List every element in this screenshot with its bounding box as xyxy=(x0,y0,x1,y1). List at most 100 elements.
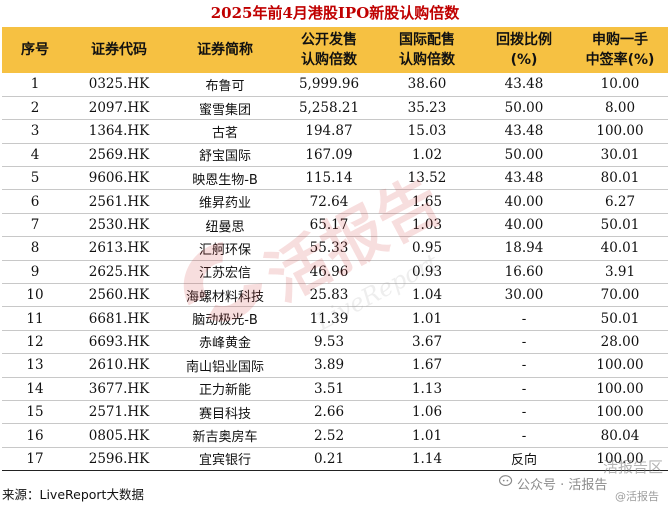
table-cell: 46.96 xyxy=(280,260,378,285)
table-cell: 40.00 xyxy=(476,189,572,214)
table-cell: 2.52 xyxy=(280,423,378,448)
table-cell: 1.67 xyxy=(378,353,476,378)
table-cell: 5 xyxy=(2,166,68,191)
table-cell: 35.23 xyxy=(378,96,476,121)
table-cell: 15 xyxy=(2,400,68,425)
table-cell: 25.83 xyxy=(280,283,378,308)
table-cell: 5,999.96 xyxy=(280,73,378,97)
table-cell: 40.01 xyxy=(572,236,668,261)
table-cell: 9 xyxy=(2,260,68,285)
table-cell: 赤峰黄金 xyxy=(170,330,280,355)
table-cell: 2569.HK xyxy=(68,143,170,168)
column-header: 证券简称 xyxy=(170,27,280,73)
column-header-line2: 中签率(%) xyxy=(585,52,655,68)
table-cell: 2561.HK xyxy=(68,189,170,214)
table-cell: 6693.HK xyxy=(68,330,170,355)
table-cell: 50.01 xyxy=(572,213,668,238)
table-cell: 1.13 xyxy=(378,377,476,401)
table-cell: 0325.HK xyxy=(68,73,170,97)
table-cell: - xyxy=(476,423,572,448)
table-cell: 0.93 xyxy=(378,260,476,285)
table-cell: 海螺材料科技 xyxy=(170,283,280,308)
table-row: 1 0325.HK 布鲁可 5,999.96 38.60 43.48 10.00 xyxy=(2,73,668,97)
table-cell: 10 xyxy=(2,283,68,308)
table-cell: 蜜雪集团 xyxy=(170,96,280,121)
table-row: 3 1364.HK 古茗 194.87 15.03 43.48 100.00 xyxy=(2,119,668,144)
table-cell: 12 xyxy=(2,330,68,355)
table-cell: 9606.HK xyxy=(68,166,170,191)
table-cell: - xyxy=(476,330,572,355)
table-cell: 70.00 xyxy=(572,283,668,308)
table-cell: 脑动极光-B xyxy=(170,306,280,331)
table-cell: 6.27 xyxy=(572,189,668,214)
table-cell: 100.00 xyxy=(572,447,668,472)
column-header: 序号 xyxy=(2,27,68,73)
table-cell: 2571.HK xyxy=(68,400,170,425)
table-cell: 2610.HK xyxy=(68,353,170,378)
table-cell: 宜宾银行 xyxy=(170,447,280,472)
table-cell: 72.64 xyxy=(280,189,378,214)
table-cell: 13.52 xyxy=(378,166,476,191)
column-header: 申购一手 中签率(%) xyxy=(572,27,668,73)
table-cell: - xyxy=(476,377,572,401)
source-note: 来源：LiveReport大数据 xyxy=(2,487,144,502)
table-cell: 4 xyxy=(2,143,68,168)
table-row: 14 3677.HK 正力新能 3.51 1.13-100.00 xyxy=(2,377,668,401)
table-row: 9 2625.HK 江苏宏信 46.96 0.93 16.60 3.91 xyxy=(2,260,668,285)
table-row: 10 2560.HK 海螺材料科技 25.83 1.04 30.00 70.00 xyxy=(2,283,668,308)
table-cell: 6681.HK xyxy=(68,306,170,331)
table-cell: 3.91 xyxy=(572,260,668,285)
table-cell: 1.65 xyxy=(378,189,476,214)
table-cell: 0.21 xyxy=(280,447,378,472)
table-cell: 1.04 xyxy=(378,283,476,308)
table-cell: 舒宝国际 xyxy=(170,143,280,168)
table-cell: 10.00 xyxy=(572,73,668,97)
table-cell: 115.14 xyxy=(280,166,378,191)
wechat-handle: @活报告 xyxy=(615,490,659,503)
table-header-row: 序号 证券代码 证券简称 公开发售 认购倍数 国际配售 认购倍数 回拨比例 (%) 申购一手 中签率… xyxy=(2,27,668,73)
column-header-line1: 国际配售 xyxy=(399,32,455,48)
table-row: 16 0805.HK 新吉奥房车 2.52 1.01-80.04 xyxy=(2,423,668,448)
column-header-line1: 证券简称 xyxy=(197,42,253,58)
ipo-table: 序号 证券代码 证券简称 公开发售 认购倍数 国际配售 认购倍数 回拨比例 (%) 申购一手 中签率… xyxy=(2,27,668,472)
table-cell: 18.94 xyxy=(476,236,572,261)
table-cell: 2530.HK xyxy=(68,213,170,238)
column-header-line2: 认购倍数 xyxy=(301,52,357,68)
table-cell: 100.00 xyxy=(572,353,668,378)
table-cell: 2560.HK xyxy=(68,283,170,308)
table-cell: 11 xyxy=(2,306,68,331)
table-cell: 50.00 xyxy=(476,143,572,168)
table-row: 17 2596.HK 宜宾银行 0.21 1.14 反向 100.00 xyxy=(2,447,668,472)
table-cell: 映恩生物-B xyxy=(170,166,280,191)
table-cell: 2 xyxy=(2,96,68,121)
table-cell: 38.60 xyxy=(378,73,476,97)
table-row: 6 2561.HK 维昇药业 72.64 1.65 40.00 6.27 xyxy=(2,189,668,214)
table-cell: 汇舸环保 xyxy=(170,236,280,261)
table-cell: 1.01 xyxy=(378,423,476,448)
table-cell: 8 xyxy=(2,236,68,261)
table-cell: 15.03 xyxy=(378,119,476,144)
table-cell: 赛目科技 xyxy=(170,400,280,425)
table-row: 2 2097.HK 蜜雪集团 5,258.21 35.23 50.00 8.00 xyxy=(2,96,668,121)
table-cell: - xyxy=(476,306,572,331)
page-title: 2025年前4月港股IPO新股认购倍数 xyxy=(210,4,460,22)
table-cell: 2625.HK xyxy=(68,260,170,285)
table-cell: 1.02 xyxy=(378,143,476,168)
table-cell: 1.01 xyxy=(378,306,476,331)
table-cell: 43.48 xyxy=(476,73,572,97)
column-header: 回拨比例 (%) xyxy=(476,27,572,73)
column-header-line1: 回拨比例 xyxy=(496,32,552,48)
table-row: 12 6693.HK 赤峰黄金 9.53 3.67-28.00 xyxy=(2,330,668,355)
table-cell: 1.06 xyxy=(378,400,476,425)
table-cell: 50.00 xyxy=(476,96,572,121)
table-cell: 194.87 xyxy=(280,119,378,144)
table-cell: 新吉奥房车 xyxy=(170,423,280,448)
table-cell: 43.48 xyxy=(476,166,572,191)
column-header-line2: 认购倍数 xyxy=(399,52,455,68)
table-cell: 55.33 xyxy=(280,236,378,261)
table-cell: 30.01 xyxy=(572,143,668,168)
wechat-account: 公众号 · 活报告 xyxy=(517,478,608,493)
table-cell: 反向 xyxy=(476,447,572,472)
table-cell: 3 xyxy=(2,119,68,144)
table-cell: 2.66 xyxy=(280,400,378,425)
